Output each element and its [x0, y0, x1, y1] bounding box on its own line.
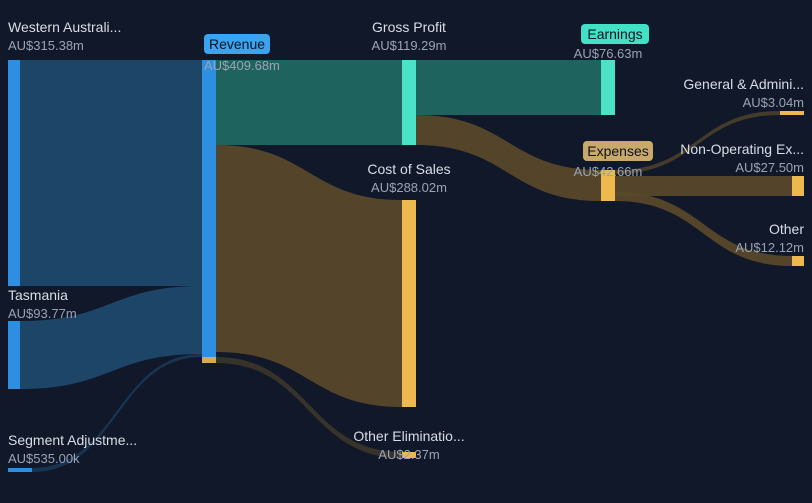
node-other_elim-label: Other Eliminatio...: [353, 428, 464, 444]
node-tasmania-value: AU$93.77m: [8, 306, 77, 321]
node-other-value: AU$12.12m: [735, 240, 804, 255]
node-non_op[interactable]: [792, 176, 804, 196]
node-western_australia-value: AU$315.38m: [8, 38, 84, 53]
node-tasmania[interactable]: [8, 321, 20, 389]
link-gross_profit-earnings: [416, 60, 601, 115]
node-general_admin-value: AU$3.04m: [743, 95, 804, 110]
node-general_admin-label: General & Admini...: [683, 76, 804, 92]
node-gross_profit-value: AU$119.29m: [372, 38, 447, 53]
node-other_elim-value: AU$2.37m: [378, 447, 439, 462]
node-cost_of_sales[interactable]: [402, 200, 416, 407]
node-tasmania-label: Tasmania: [8, 287, 68, 303]
node-general_admin[interactable]: [780, 111, 804, 115]
link-western_australia-revenue: [20, 60, 202, 286]
pill-earnings-label: Earnings: [587, 26, 642, 42]
node-segment_adj-value: AU$535.00k: [8, 451, 80, 466]
node-earnings-value: AU$76.63m: [574, 46, 643, 61]
node-revenue_ext[interactable]: [202, 357, 216, 363]
node-revenue-value: AU$409.68m: [204, 58, 280, 73]
node-non_op-value: AU$27.50m: [735, 160, 804, 175]
node-western_australia[interactable]: [8, 60, 20, 286]
node-expenses-value: AU$42.66m: [574, 164, 643, 179]
pill-expenses-label: Expenses: [587, 143, 648, 159]
node-revenue[interactable]: [202, 60, 216, 357]
pill-revenue-label: Revenue: [209, 36, 265, 52]
node-cost_of_sales-label: Cost of Sales: [367, 161, 450, 177]
node-earnings[interactable]: [601, 60, 615, 115]
node-other-label: Other: [769, 221, 804, 237]
sankey-chart: Revenue Earnings Expenses Western Australi.…: [0, 0, 812, 503]
node-other[interactable]: [792, 256, 804, 266]
node-western_australia-label: Western Australi...: [8, 19, 121, 35]
node-gross_profit[interactable]: [402, 60, 416, 145]
link-expenses-non_op: [615, 176, 792, 196]
node-segment_adj[interactable]: [8, 468, 32, 472]
node-segment_adj-label: Segment Adjustme...: [8, 432, 137, 448]
node-non_op-label: Non-Operating Ex...: [680, 141, 804, 157]
node-cost_of_sales-value: AU$288.02m: [371, 180, 447, 195]
node-gross_profit-label: Gross Profit: [372, 19, 446, 35]
